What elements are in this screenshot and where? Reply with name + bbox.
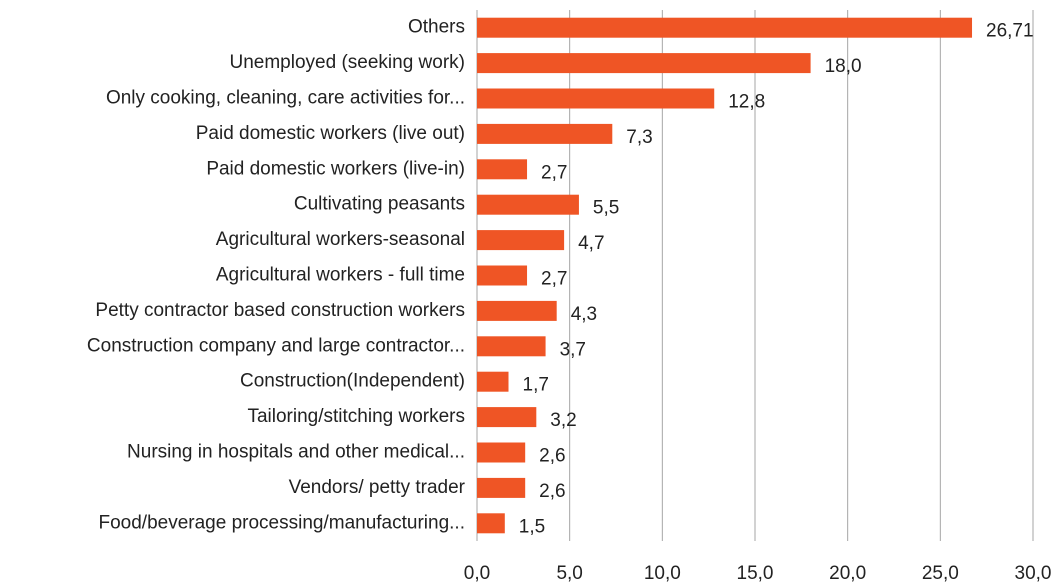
bar <box>477 53 811 74</box>
bar <box>477 300 557 321</box>
bar <box>477 407 537 428</box>
y-tick-label: Construction company and large contracto… <box>87 335 465 356</box>
value-label: 5,5 <box>593 198 619 219</box>
y-tick-label: Cultivating peasants <box>294 194 465 215</box>
y-tick-label: Nursing in hospitals and other medical..… <box>127 442 465 463</box>
y-tick-label: Unemployed (seeking work) <box>230 52 466 73</box>
x-tick-label: 20,0 <box>829 563 866 584</box>
y-tick-label: Agricultural workers-seasonal <box>216 229 465 250</box>
value-label: 1,7 <box>523 375 549 396</box>
y-tick-label: Paid domestic workers (live out) <box>196 123 465 144</box>
value-label: 2,6 <box>539 481 565 502</box>
bar <box>477 477 526 498</box>
bar <box>477 336 546 357</box>
x-tick-label: 25,0 <box>922 563 959 584</box>
value-label: 2,7 <box>541 269 567 290</box>
value-label: 26,71 <box>986 21 1034 42</box>
x-tick-label: 10,0 <box>644 563 681 584</box>
bar <box>477 194 579 215</box>
y-tick-label: Construction(Independent) <box>240 371 465 392</box>
bar <box>477 442 526 463</box>
y-tick-label: Others <box>408 17 465 38</box>
y-tick-label: Petty contractor based construction work… <box>95 300 465 321</box>
value-label: 4,7 <box>578 233 604 254</box>
value-label: 2,6 <box>539 446 565 467</box>
bar <box>477 159 528 180</box>
x-tick-label: 5,0 <box>556 563 582 584</box>
value-label: 18,0 <box>825 56 862 77</box>
value-label: 4,3 <box>571 304 597 325</box>
bar <box>477 123 613 144</box>
x-tick-label: 30,0 <box>1015 563 1052 584</box>
value-label: 7,3 <box>626 127 652 148</box>
bar <box>477 17 973 38</box>
bar <box>477 230 565 251</box>
y-tick-label: Tailoring/stitching workers <box>247 406 465 427</box>
y-tick-label: Only cooking, cleaning, care activities … <box>106 88 465 109</box>
value-label: 3,2 <box>550 410 576 431</box>
x-tick-label: 15,0 <box>737 563 774 584</box>
value-label: 2,7 <box>541 162 567 183</box>
value-label: 1,5 <box>519 516 545 537</box>
bar <box>477 371 509 392</box>
y-tick-label: Paid domestic workers (live-in) <box>206 158 465 179</box>
x-tick-label: 0,0 <box>464 563 490 584</box>
bar <box>477 88 715 109</box>
y-tick-label: Agricultural workers - full time <box>216 265 465 286</box>
y-tick-label: Food/beverage processing/manufacturing..… <box>99 512 466 533</box>
value-label: 3,7 <box>560 339 586 360</box>
bar <box>477 265 528 286</box>
bar <box>477 513 505 534</box>
y-tick-label: Vendors/ petty trader <box>289 477 466 498</box>
value-label: 12,8 <box>728 92 765 113</box>
